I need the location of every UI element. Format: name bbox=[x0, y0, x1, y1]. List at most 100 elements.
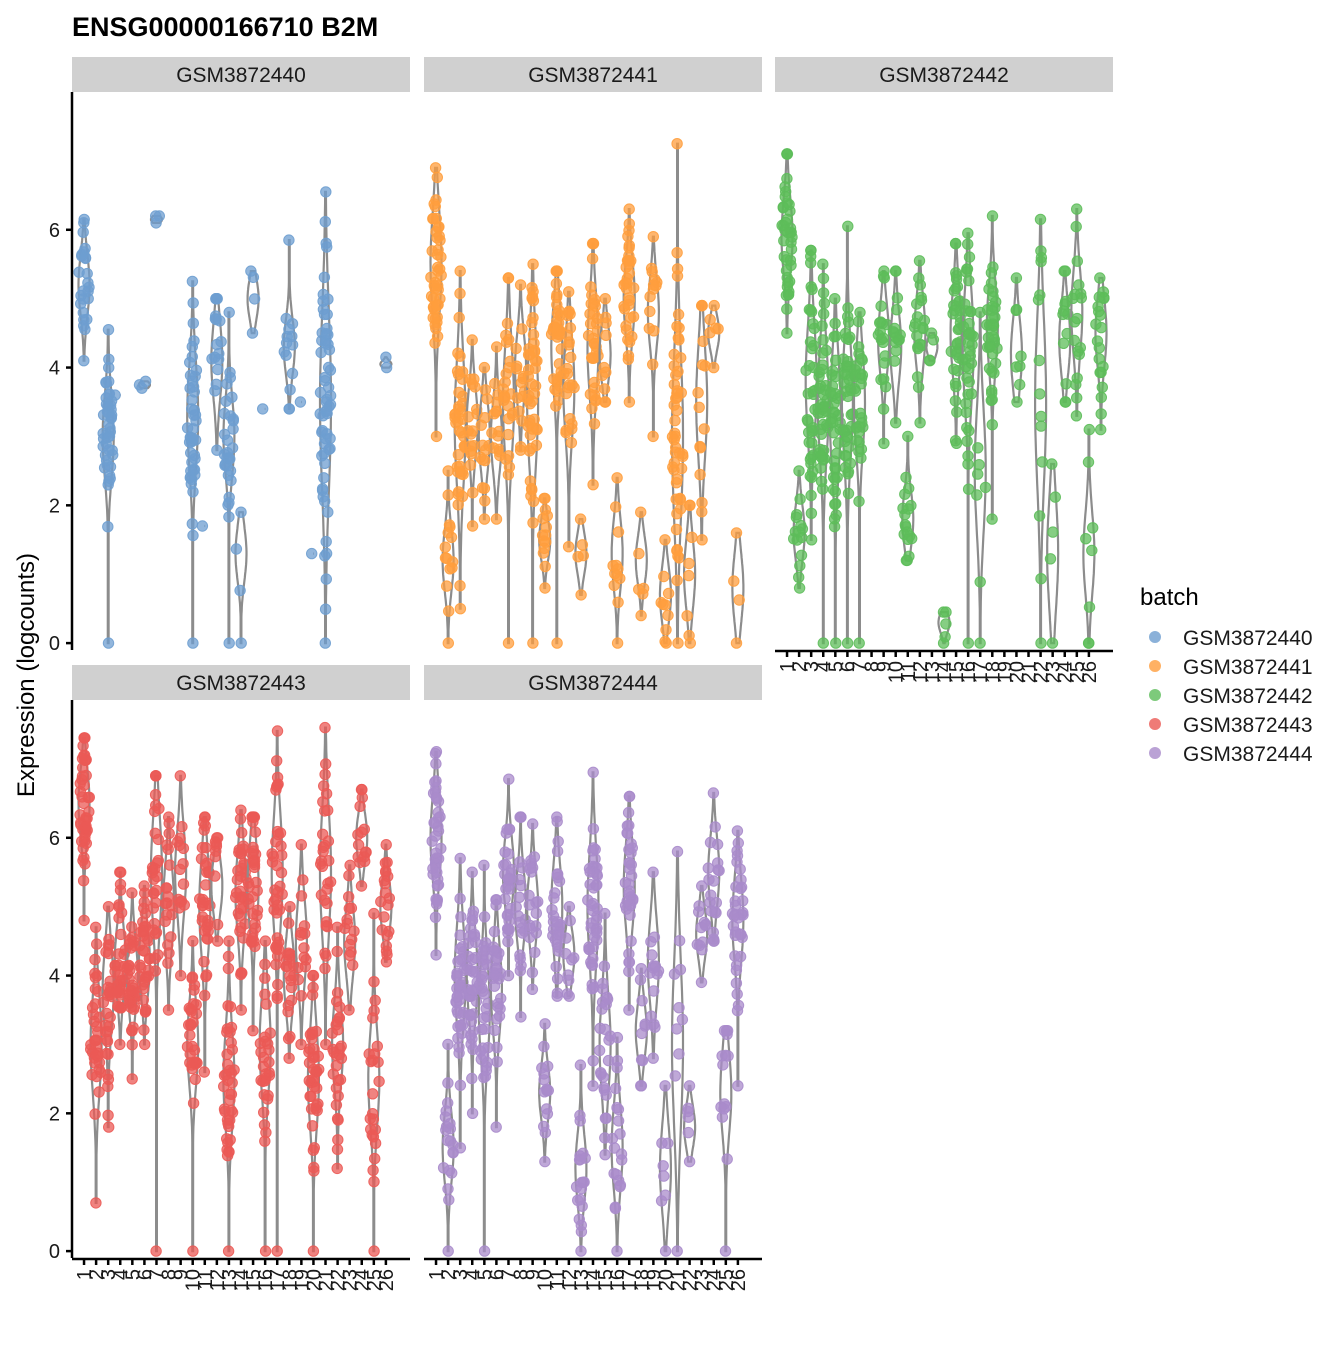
data-point bbox=[949, 435, 962, 447]
data-point bbox=[430, 949, 442, 961]
data-point bbox=[76, 791, 88, 803]
data-point bbox=[903, 482, 915, 495]
x-tick-label: 7 bbox=[498, 1269, 520, 1280]
data-point bbox=[114, 1002, 126, 1014]
data-point bbox=[200, 879, 212, 891]
data-point bbox=[102, 521, 114, 533]
data-point bbox=[575, 1245, 587, 1257]
data-point bbox=[306, 1120, 319, 1132]
data-point bbox=[648, 325, 660, 337]
data-point bbox=[115, 928, 127, 941]
data-point bbox=[587, 1080, 599, 1092]
data-point bbox=[502, 969, 515, 982]
data-point bbox=[950, 380, 962, 393]
data-point bbox=[1010, 361, 1022, 373]
data-point bbox=[380, 839, 392, 851]
data-point bbox=[550, 400, 562, 412]
data-point bbox=[313, 1063, 325, 1076]
x-tick-label: 16 bbox=[607, 1269, 629, 1291]
data-point bbox=[852, 315, 865, 328]
x-tick-label: 10 bbox=[886, 661, 908, 683]
data-point bbox=[316, 450, 328, 462]
facet-strip bbox=[424, 665, 762, 700]
data-point bbox=[148, 873, 160, 885]
data-point bbox=[343, 902, 355, 915]
x-tick-label: 8 bbox=[862, 661, 884, 672]
data-point bbox=[196, 899, 209, 912]
facet-strip-label: GSM3872440 bbox=[176, 64, 306, 87]
data-point bbox=[591, 927, 603, 939]
data-point bbox=[597, 983, 609, 995]
data-point bbox=[466, 866, 478, 878]
data-point bbox=[432, 244, 444, 256]
x-tick-label: 25 bbox=[716, 1269, 738, 1291]
data-point bbox=[462, 425, 474, 437]
data-point bbox=[442, 1097, 454, 1109]
data-point bbox=[186, 972, 198, 984]
data-point bbox=[599, 396, 611, 408]
data-point bbox=[184, 1029, 196, 1041]
data-point bbox=[659, 635, 671, 648]
data-point bbox=[432, 299, 444, 311]
data-point bbox=[513, 891, 526, 903]
data-point bbox=[295, 839, 307, 851]
data-point bbox=[550, 291, 563, 303]
data-point bbox=[442, 1245, 454, 1257]
data-point bbox=[986, 365, 998, 378]
data-point bbox=[187, 637, 199, 649]
data-point bbox=[259, 972, 271, 984]
data-point bbox=[566, 954, 578, 966]
x-tick-label: 1 bbox=[426, 1269, 448, 1280]
data-point bbox=[439, 541, 451, 553]
data-point bbox=[636, 995, 648, 1007]
data-point bbox=[492, 430, 504, 442]
data-point bbox=[728, 910, 740, 922]
data-point bbox=[319, 637, 331, 649]
data-point bbox=[694, 442, 707, 454]
data-point bbox=[672, 332, 684, 344]
data-point bbox=[659, 534, 671, 546]
data-point bbox=[779, 181, 791, 193]
data-point bbox=[247, 271, 260, 283]
data-point bbox=[927, 334, 940, 346]
data-point bbox=[731, 1004, 744, 1017]
data-point bbox=[230, 543, 243, 555]
data-point bbox=[318, 780, 330, 792]
data-point bbox=[226, 442, 239, 454]
legend-label: GSM3872441 bbox=[1183, 656, 1313, 679]
legend: batch GSM3872440 GSM3872441 GSM3872442 GSM3… bbox=[1140, 584, 1313, 766]
data-point bbox=[317, 491, 329, 503]
x-tick-label: 11 bbox=[547, 1269, 569, 1290]
data-point bbox=[633, 547, 645, 560]
data-point bbox=[939, 631, 951, 643]
y-tick-label: 4 bbox=[49, 966, 60, 988]
data-point bbox=[986, 419, 998, 431]
x-tick-label: 25 bbox=[364, 1269, 386, 1291]
data-point bbox=[453, 1041, 465, 1053]
data-point bbox=[320, 535, 332, 548]
data-point bbox=[282, 1032, 295, 1045]
data-point bbox=[683, 569, 695, 582]
data-point bbox=[562, 541, 575, 553]
data-point bbox=[1074, 342, 1087, 354]
data-point bbox=[794, 493, 806, 505]
data-point bbox=[224, 465, 237, 477]
data-point bbox=[606, 1132, 619, 1145]
data-point bbox=[260, 998, 272, 1010]
data-point bbox=[77, 226, 89, 238]
data-point bbox=[514, 279, 527, 291]
data-point bbox=[358, 851, 370, 863]
data-point bbox=[263, 1056, 275, 1068]
data-point bbox=[963, 317, 975, 330]
data-point bbox=[527, 258, 539, 270]
data-point bbox=[1083, 423, 1096, 436]
data-point bbox=[985, 277, 998, 289]
data-point bbox=[672, 308, 685, 321]
data-point bbox=[621, 272, 633, 285]
data-point bbox=[705, 905, 717, 917]
data-point bbox=[734, 863, 746, 875]
data-point bbox=[220, 395, 232, 407]
data-point bbox=[300, 954, 312, 966]
data-point bbox=[246, 936, 258, 948]
data-point bbox=[890, 417, 902, 429]
